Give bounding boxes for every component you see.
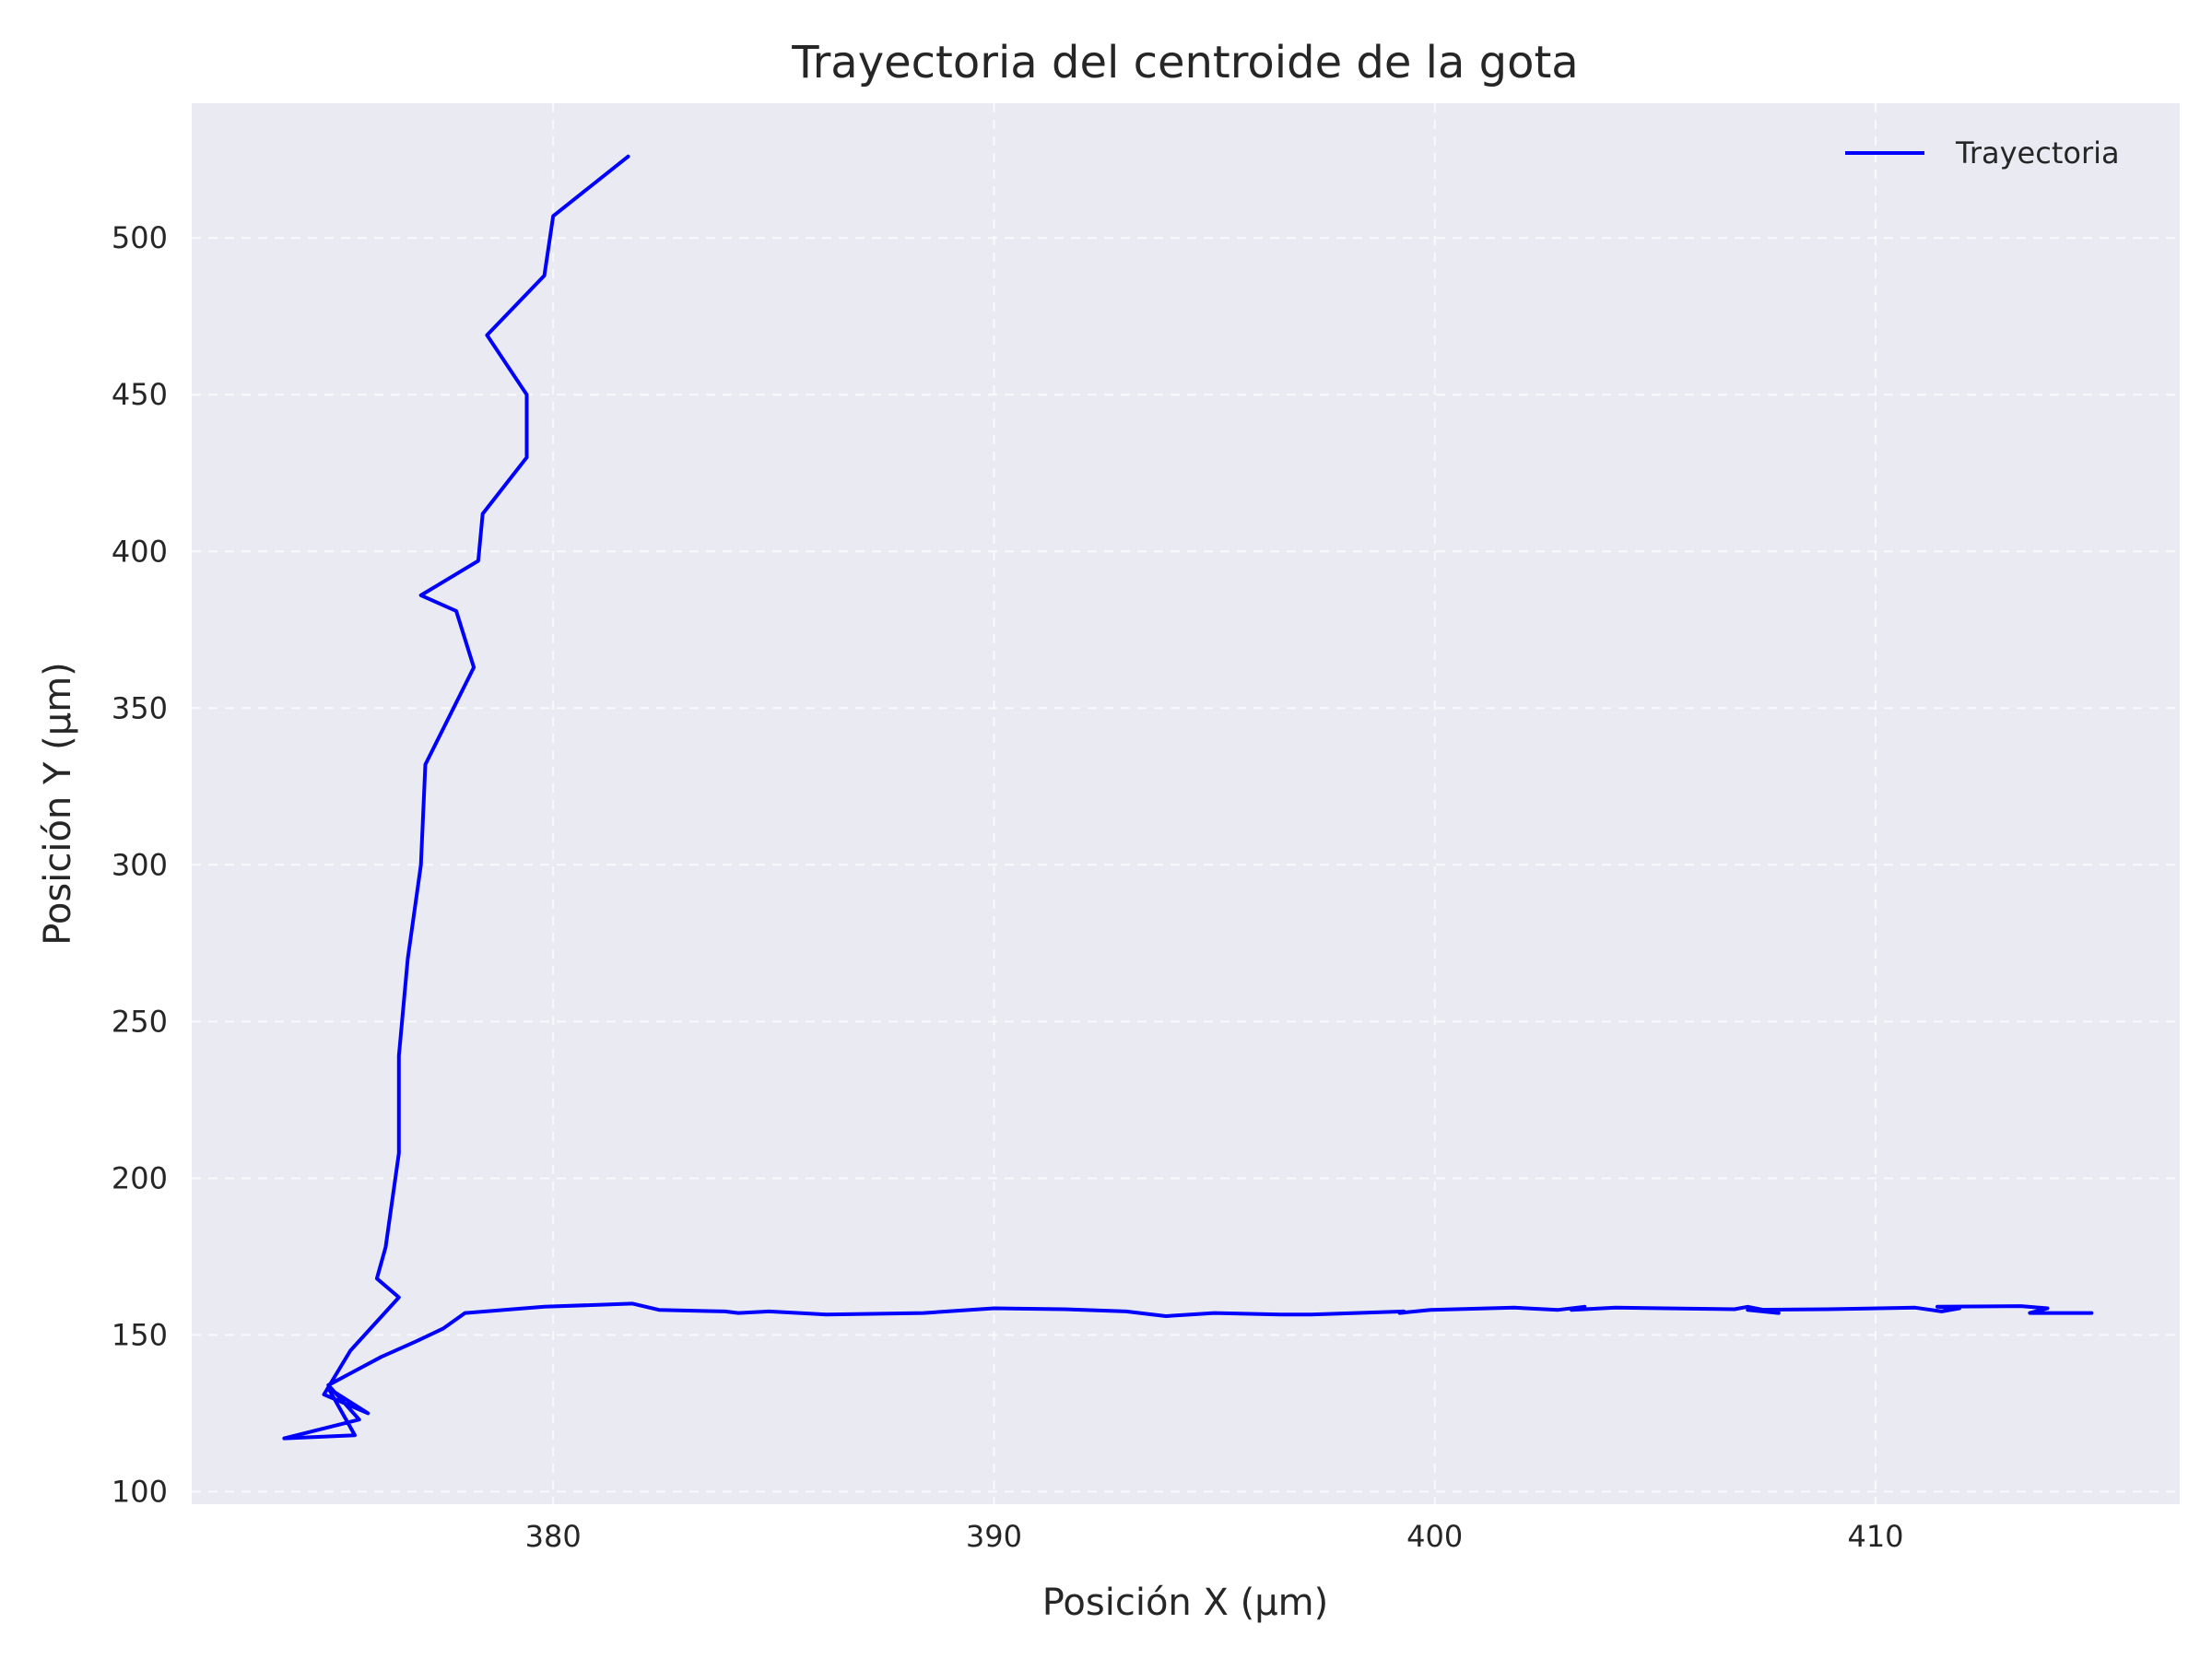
x-axis-label: Posición X (µm) <box>1042 1582 1329 1624</box>
x-tick-label: 380 <box>525 1519 582 1554</box>
x-tick-label: 400 <box>1406 1519 1463 1554</box>
y-tick-labels: 100 150 200 250 300 350 400 450 500 <box>112 220 168 1509</box>
legend-label: Trayectoria <box>1955 135 2120 171</box>
x-tick-labels: 380 390 400 410 <box>525 1519 1904 1554</box>
y-axis-label: Posición Y (µm) <box>37 662 79 946</box>
series-line-trayectoria <box>282 154 2094 1441</box>
x-tick-label: 390 <box>966 1519 1022 1554</box>
legend: Trayectoria <box>1845 135 2120 171</box>
y-tick-label: 150 <box>112 1317 168 1352</box>
y-tick-label: 450 <box>112 377 168 412</box>
y-tick-label: 400 <box>112 534 168 569</box>
y-tick-label: 300 <box>112 847 168 882</box>
y-tick-label: 500 <box>112 220 168 255</box>
x-tick-label: 410 <box>1847 1519 1903 1554</box>
y-tick-label: 200 <box>112 1160 168 1195</box>
y-tick-label: 100 <box>112 1474 168 1509</box>
plot-area <box>192 103 2180 1504</box>
y-tick-label: 350 <box>112 690 168 725</box>
series-lines <box>282 154 2094 1441</box>
grid <box>192 103 2180 1504</box>
chart-title: Trayectoria del centroide de la gota <box>791 37 1578 88</box>
y-tick-label: 250 <box>112 1004 168 1039</box>
